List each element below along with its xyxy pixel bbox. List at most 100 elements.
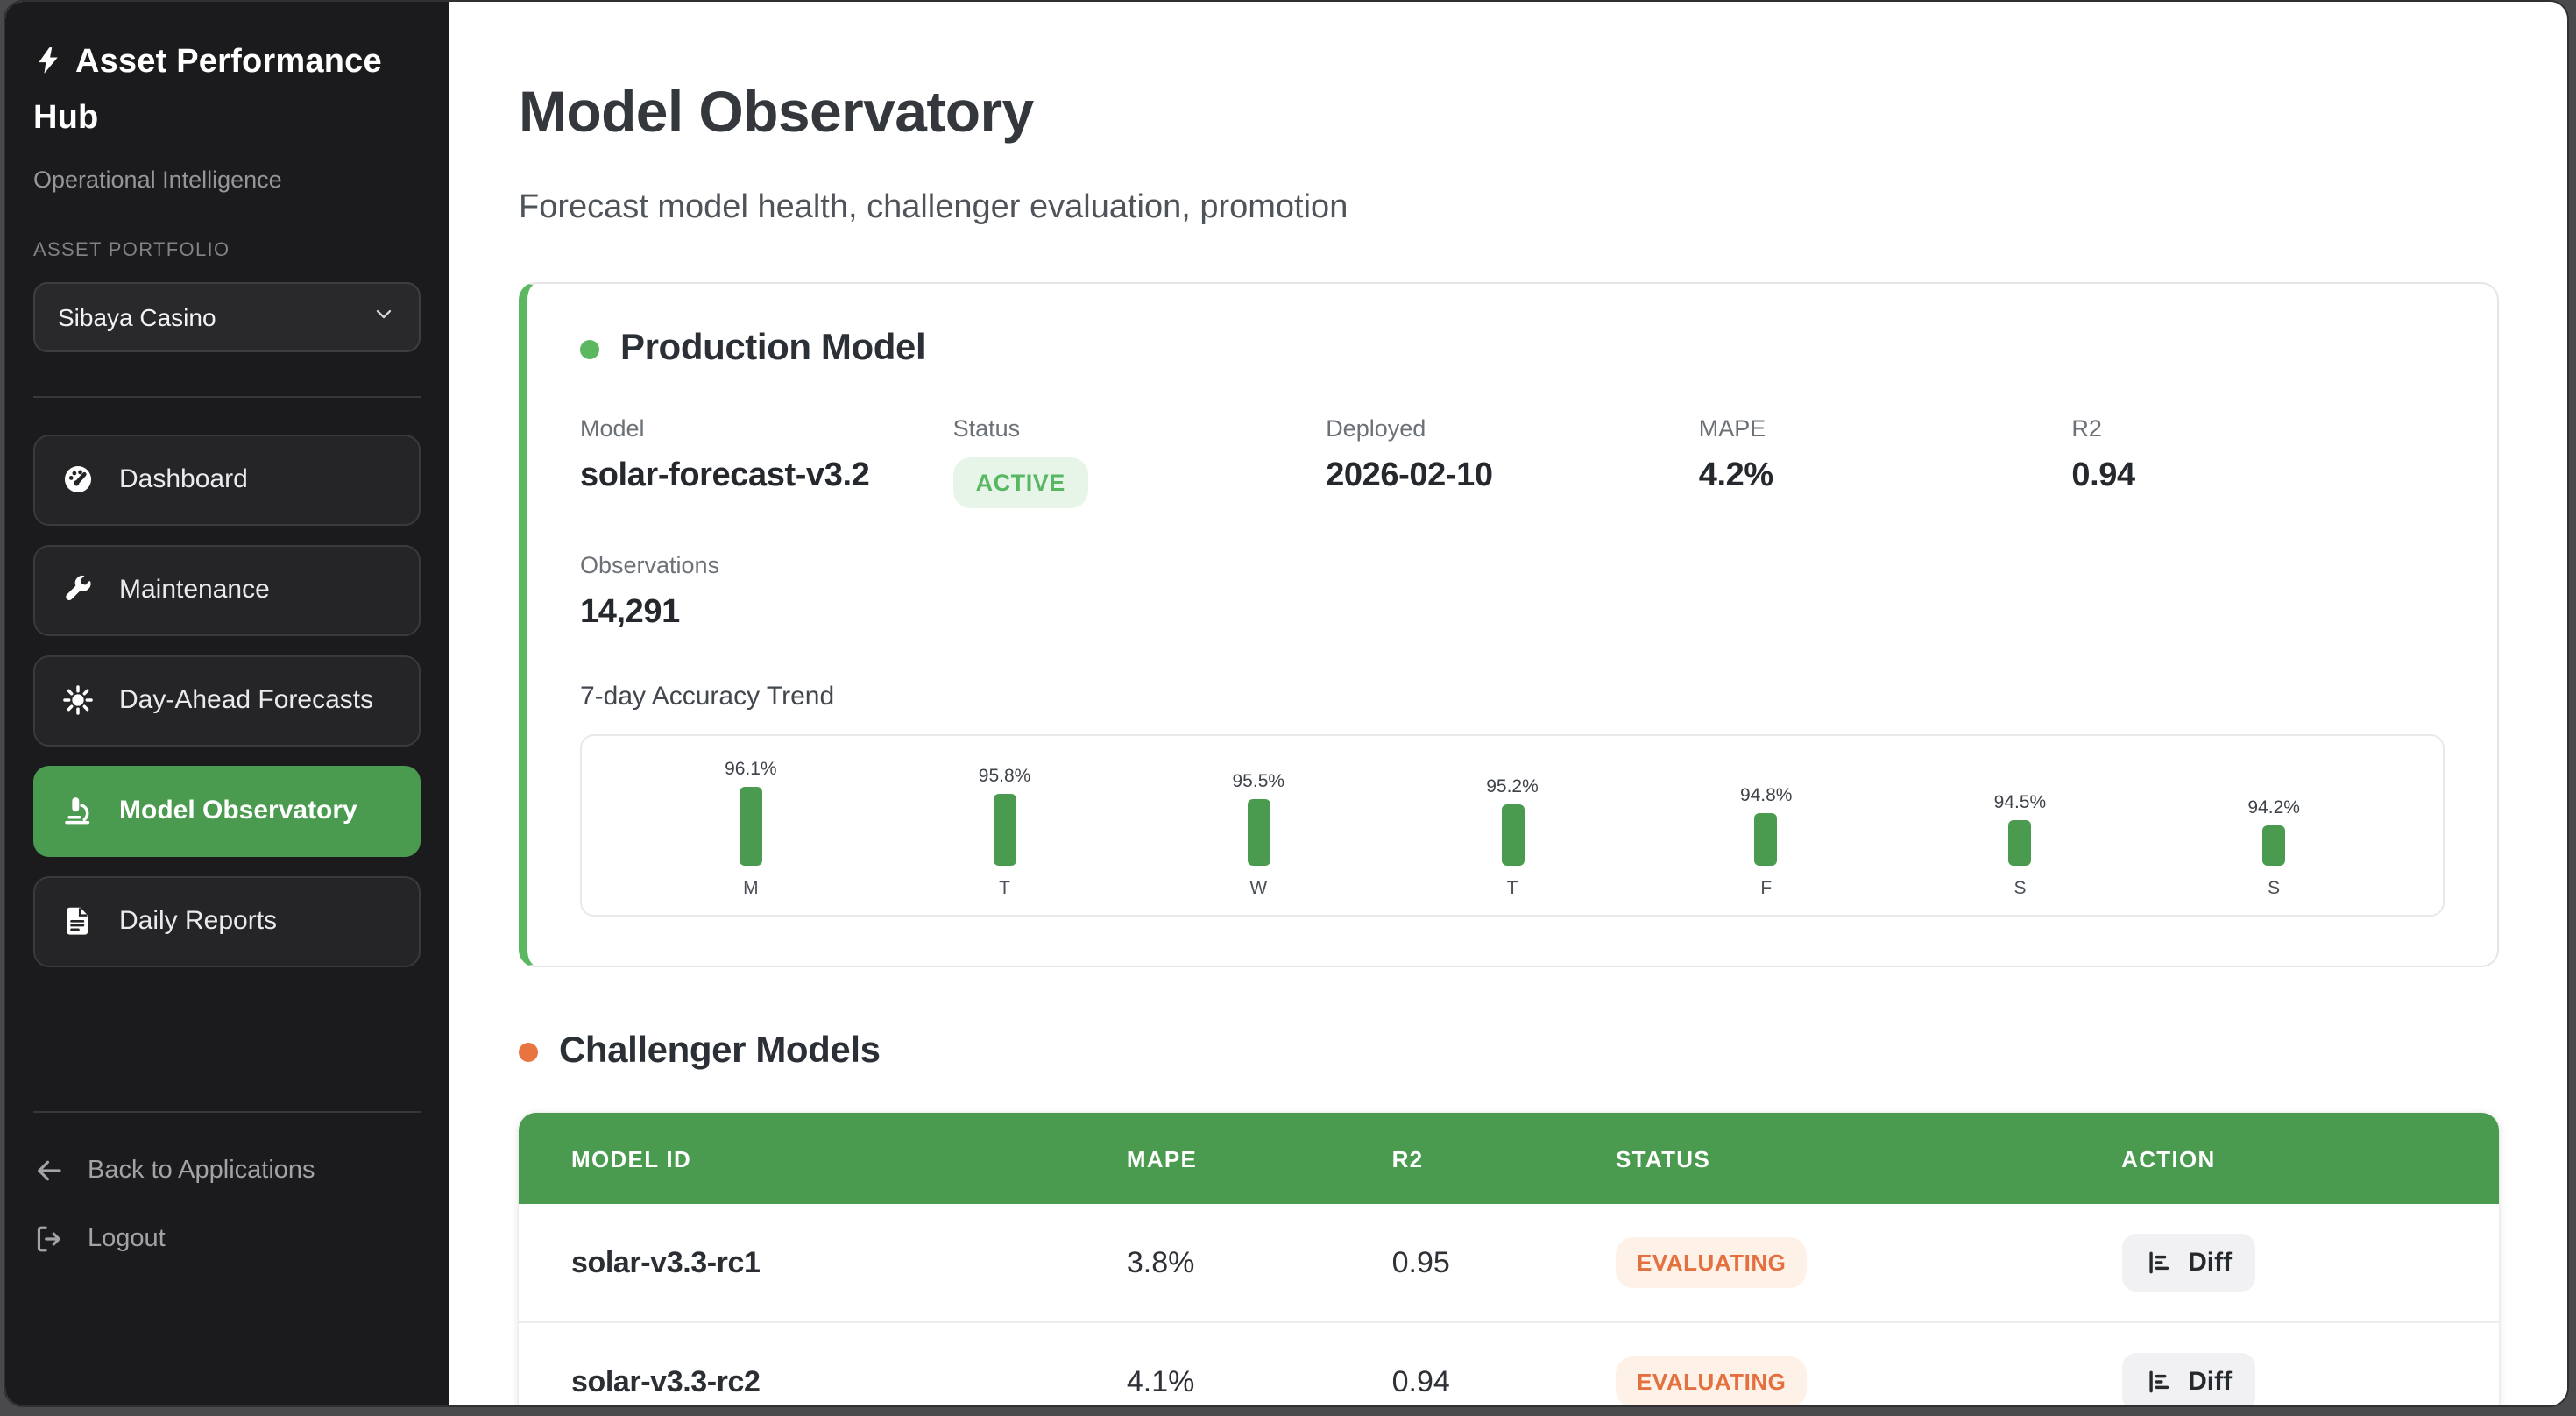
- column-header-r2: R2: [1391, 1145, 1424, 1172]
- cell-action: Diff: [2121, 1353, 2446, 1405]
- sidebar-item-model-observatory[interactable]: Model Observatory: [33, 765, 421, 857]
- divider: [33, 395, 421, 398]
- bar-day-label: W: [1249, 878, 1268, 899]
- status-badge: ACTIVE: [952, 457, 1088, 508]
- bar: [2008, 820, 2032, 866]
- sidebar-nav: Dashboard Maintenance Day-Ahead Forecasts M…: [33, 434, 421, 967]
- field-value: 4.2%: [1698, 457, 1773, 494]
- challengers-section-header: Challenger Models: [519, 1030, 2499, 1073]
- field-label: R2: [2071, 415, 2102, 442]
- bar: [739, 787, 762, 866]
- bar-value-label: 95.5%: [1232, 771, 1285, 792]
- bar-day-label: S: [2013, 878, 2027, 899]
- app-window: Asset Performance Hub Operational Intell…: [5, 2, 2567, 1405]
- field-observations: Observations 14,291: [580, 552, 953, 633]
- diff-chart-icon: [2144, 1367, 2174, 1397]
- cell-status: EVALUATING: [1616, 1356, 2121, 1405]
- bar-value-label: 94.5%: [1993, 792, 2047, 813]
- evaluating-badge: EVALUATING: [1616, 1356, 1808, 1405]
- back-to-applications-label: Back to Applications: [88, 1157, 315, 1185]
- column-header-action: ACTION: [2121, 1145, 2216, 1172]
- evaluating-badge: EVALUATING: [1616, 1237, 1808, 1288]
- cell-model-id: solar-v3.3-rc2: [571, 1364, 761, 1398]
- brand: Asset Performance Hub: [33, 37, 421, 145]
- field-label: Model: [580, 415, 645, 442]
- cell-r2: 0.94: [1391, 1364, 1450, 1398]
- page-subtitle: Forecast model health, challenger evalua…: [519, 189, 1348, 226]
- field-value: 14,291: [580, 594, 680, 631]
- green-status-dot: [580, 339, 599, 358]
- trend-bar-S-5: 94.5% S: [1893, 736, 2148, 915]
- trend-bar-S-6: 94.2% S: [2147, 736, 2401, 915]
- diff-chart-icon: [2144, 1248, 2174, 1278]
- cell-r2: 0.95: [1391, 1245, 1450, 1278]
- sun-icon: [61, 684, 95, 718]
- logout-link[interactable]: Logout: [33, 1223, 421, 1255]
- field-mape: MAPE 4.2%: [1699, 415, 2072, 508]
- bar-value-label: 95.8%: [978, 766, 1031, 787]
- trend-bar-W-2: 95.5% W: [1131, 736, 1385, 915]
- file-text-icon: [61, 905, 95, 938]
- trend-bar-T-1: 95.8% T: [878, 736, 1132, 915]
- cell-model-id: solar-v3.3-rc1: [571, 1245, 761, 1278]
- asset-portfolio-select[interactable]: Sibaya Casino: [33, 281, 421, 352]
- bar-value-label: 96.1%: [725, 759, 777, 780]
- sidebar-item-label: Maintenance: [119, 575, 270, 605]
- field-r2: R2 0.94: [2071, 415, 2445, 508]
- sidebar-item-daily-reports[interactable]: Daily Reports: [33, 875, 421, 967]
- portfolio-label: ASSET PORTFOLIO: [33, 239, 230, 261]
- sidebar-item-label: Model Observatory: [119, 796, 357, 826]
- cell-mape: 3.8%: [1126, 1245, 1195, 1278]
- diff-button-label: Diff: [2188, 1248, 2233, 1278]
- field-label: MAPE: [1698, 415, 1766, 442]
- sidebar-item-label: Daily Reports: [119, 906, 278, 937]
- table-row-solar-v3-3-rc2: solar-v3.3-rc2 4.1% 0.94 EVALUATING Diff: [519, 1321, 2499, 1405]
- field-deployed: Deployed 2026-02-10: [1326, 415, 1699, 508]
- field-value: 0.94: [2071, 457, 2135, 494]
- sidebar-item-label: Day-Ahead Forecasts: [119, 685, 374, 716]
- microscope-icon: [61, 795, 95, 828]
- production-section-title: Production Model: [620, 328, 926, 368]
- production-section-header: Production Model: [580, 328, 2445, 370]
- bar-day-label: S: [2268, 878, 2281, 899]
- sidebar-item-dashboard[interactable]: Dashboard: [33, 434, 421, 526]
- app-title: Asset Performance Hub: [33, 44, 382, 138]
- sidebar-item-label: Dashboard: [119, 464, 248, 495]
- challenger-models-table: MODEL ID MAPE R2 STATUS ACTION solar-v3.3-rc…: [519, 1113, 2499, 1405]
- cell-status: EVALUATING: [1616, 1237, 2121, 1288]
- trend-label: 7-day Accuracy Trend: [580, 682, 835, 712]
- app-subtitle: Operational Intelligence: [33, 166, 282, 193]
- production-fields: Model solar-forecast-v3.2 Status ACTIVE Depl…: [580, 415, 2445, 633]
- bar-value-label: 95.2%: [1486, 776, 1539, 797]
- production-model-card: Production Model Model solar-forecast-v3.…: [519, 282, 2499, 967]
- column-header-mape: MAPE: [1126, 1145, 1198, 1172]
- gauge-icon: [61, 464, 95, 497]
- divider: [33, 1111, 421, 1113]
- cell-action: Diff: [2121, 1234, 2446, 1292]
- bar-value-label: 94.2%: [2247, 797, 2300, 818]
- bar-value-label: 94.8%: [1739, 785, 1793, 806]
- bar: [2262, 825, 2286, 866]
- column-header-status: STATUS: [1616, 1145, 1710, 1172]
- field-value: solar-forecast-v3.2: [580, 457, 870, 494]
- field-label: Observations: [580, 552, 720, 578]
- table-row-solar-v3-3-rc1: solar-v3.3-rc1 3.8% 0.95 EVALUATING Diff: [519, 1204, 2499, 1321]
- sidebar-footer: Back to Applications Logout: [33, 1067, 421, 1255]
- sidebar-item-day-ahead-forecasts[interactable]: Day-Ahead Forecasts: [33, 655, 421, 747]
- challengers-section-title: Challenger Models: [559, 1030, 881, 1071]
- trend-bar-T-3: 95.2% T: [1385, 736, 1639, 915]
- bar: [1501, 804, 1524, 866]
- column-header-model-id: MODEL ID: [571, 1145, 692, 1172]
- bar-day-label: T: [1506, 878, 1518, 899]
- bar-day-label: M: [743, 878, 759, 899]
- back-to-applications-link[interactable]: Back to Applications: [33, 1155, 421, 1186]
- diff-button-label: Diff: [2188, 1367, 2233, 1397]
- table-body: solar-v3.3-rc1 3.8% 0.95 EVALUATING Diff sola…: [519, 1204, 2499, 1405]
- arrow-left-icon: [33, 1155, 65, 1186]
- diff-button[interactable]: Diff: [2121, 1234, 2255, 1292]
- bar: [1247, 799, 1270, 866]
- diff-button[interactable]: Diff: [2121, 1353, 2255, 1405]
- sidebar-item-maintenance[interactable]: Maintenance: [33, 544, 421, 636]
- field-status: Status ACTIVE: [952, 415, 1327, 508]
- field-model: Model solar-forecast-v3.2: [580, 415, 953, 508]
